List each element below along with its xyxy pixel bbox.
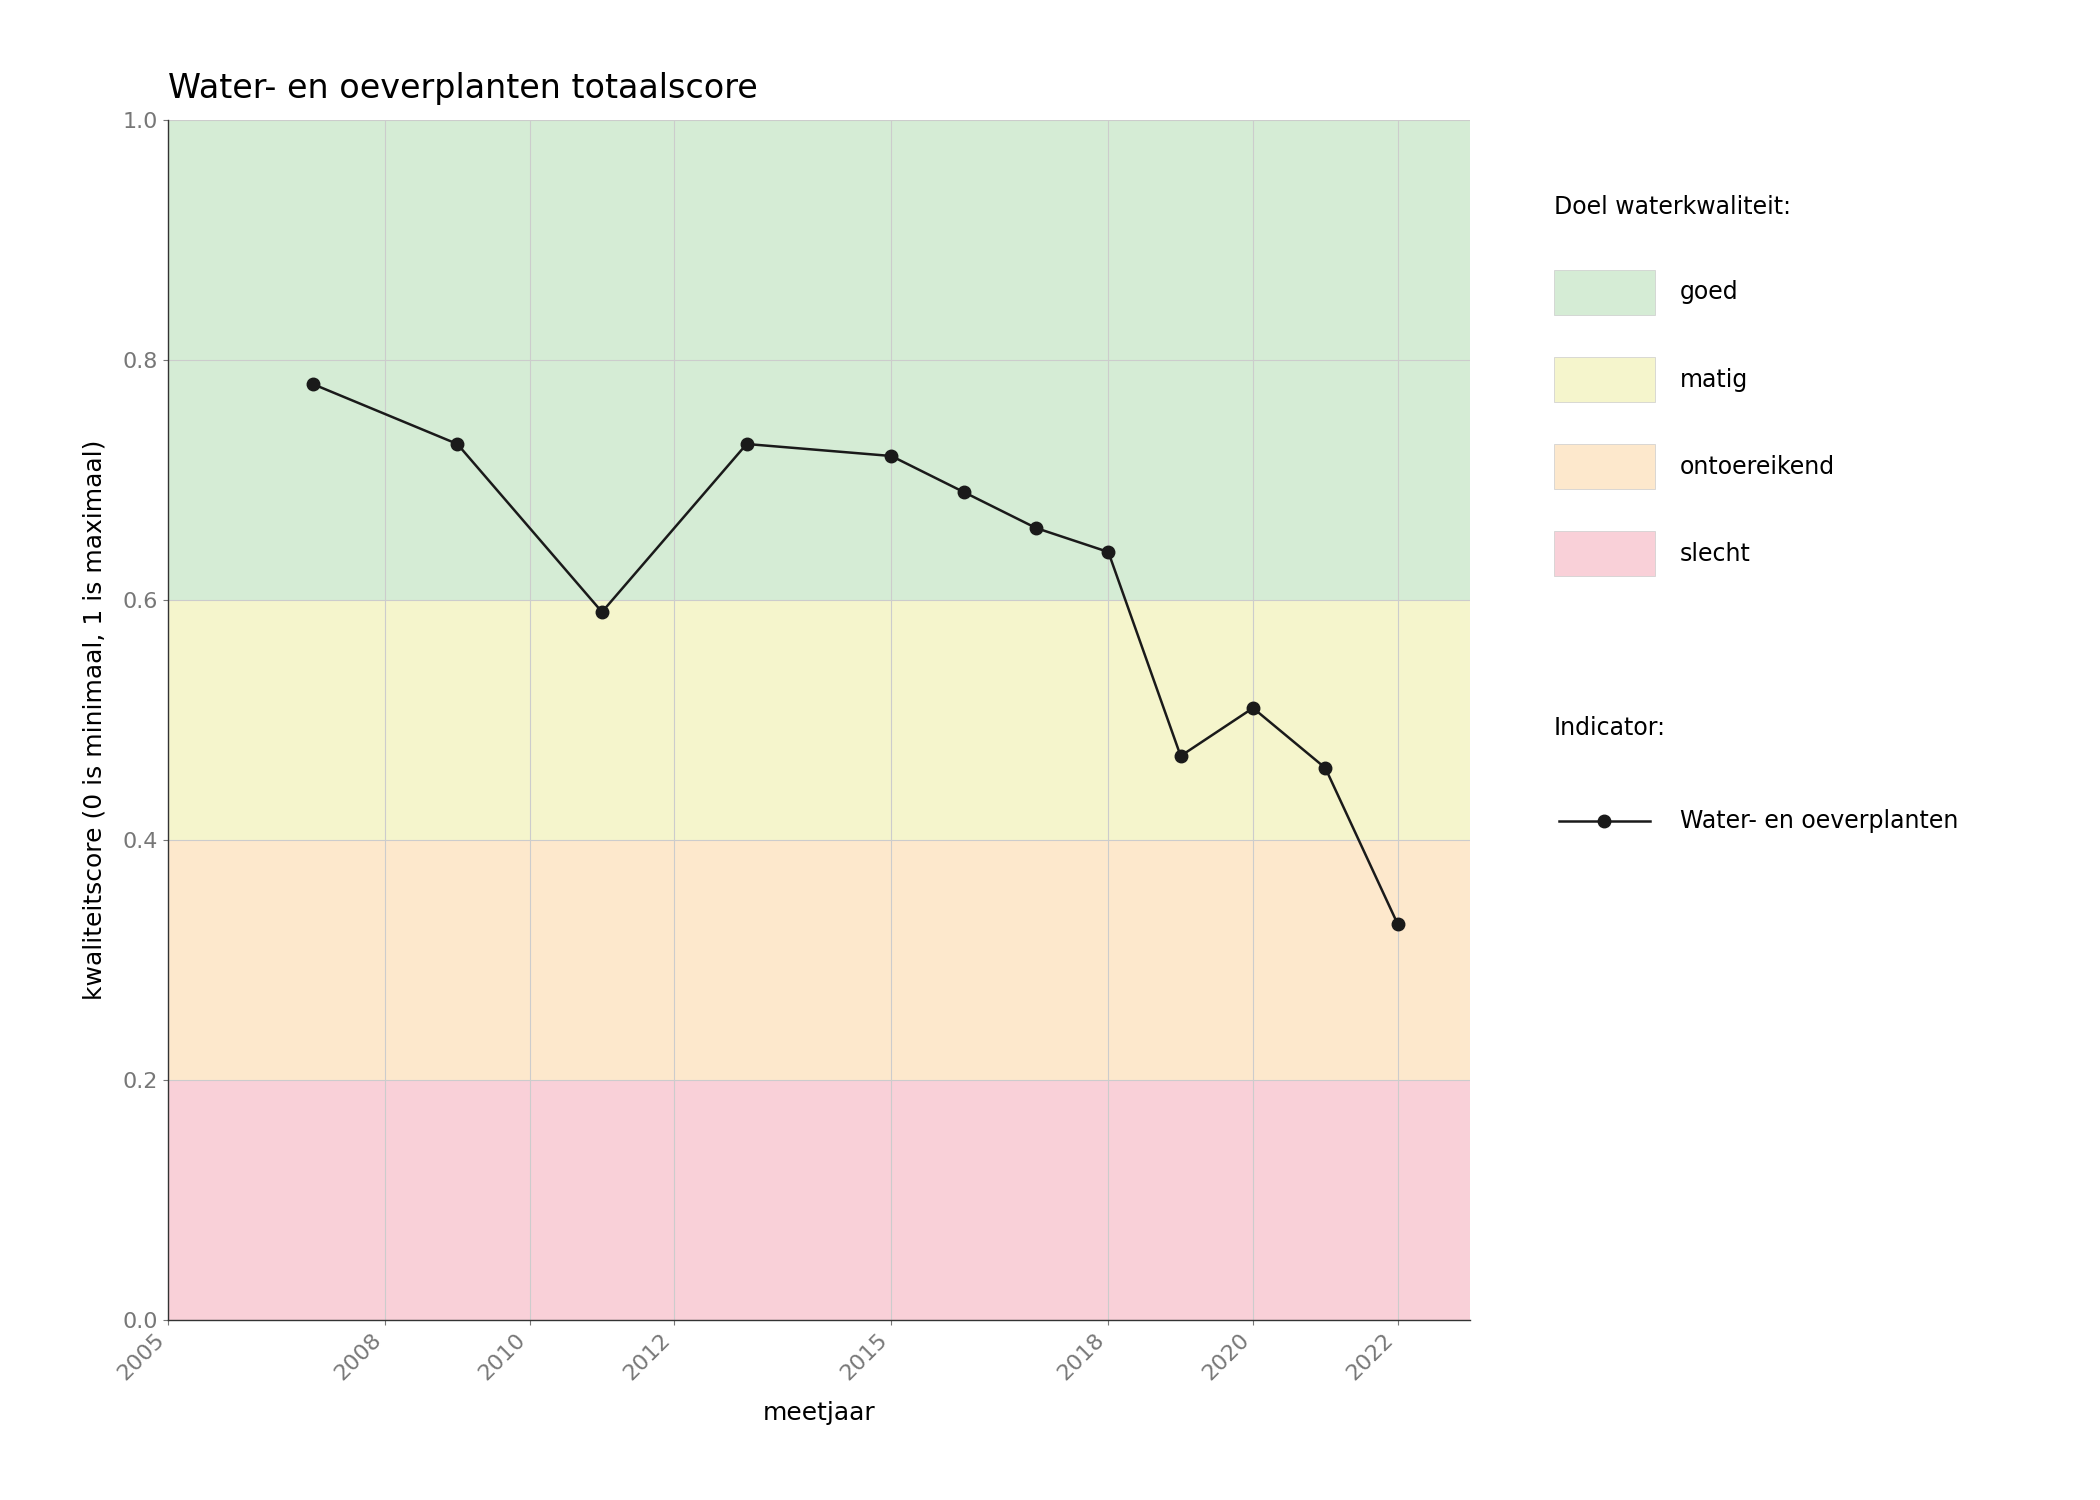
Text: ontoereikend: ontoereikend: [1680, 454, 1835, 478]
Bar: [168, 840, 1470, 1080]
Text: goed: goed: [1680, 280, 1739, 304]
X-axis label: meetjaar: meetjaar: [762, 1401, 876, 1425]
Text: Water- en oeverplanten totaalscore: Water- en oeverplanten totaalscore: [168, 72, 758, 105]
Text: matig: matig: [1680, 368, 1747, 392]
Text: Doel waterkwaliteit:: Doel waterkwaliteit:: [1554, 195, 1791, 219]
Bar: [168, 120, 1470, 600]
Bar: [168, 600, 1470, 840]
Y-axis label: kwaliteitscore (0 is minimaal, 1 is maximaal): kwaliteitscore (0 is minimaal, 1 is maxi…: [82, 440, 107, 1001]
Text: slecht: slecht: [1680, 542, 1751, 566]
Bar: [168, 1080, 1470, 1320]
Text: Water- en oeverplanten: Water- en oeverplanten: [1680, 808, 1959, 832]
Text: Indicator:: Indicator:: [1554, 716, 1665, 740]
